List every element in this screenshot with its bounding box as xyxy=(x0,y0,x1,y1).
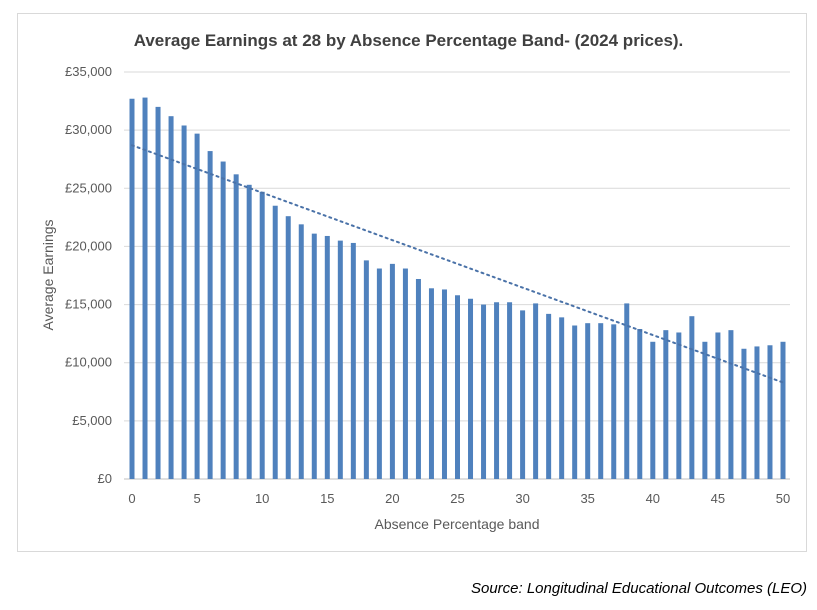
bar xyxy=(585,323,591,479)
y-tick-label: £5,000 xyxy=(72,413,112,428)
bar xyxy=(389,263,395,479)
bar xyxy=(402,268,408,479)
bar xyxy=(754,346,760,479)
bar xyxy=(428,288,434,479)
y-tick-label: £15,000 xyxy=(65,297,112,312)
chart-title: Average Earnings at 28 by Absence Percen… xyxy=(133,31,684,50)
bar xyxy=(129,98,135,479)
y-tick-label: £10,000 xyxy=(65,355,112,370)
bar xyxy=(689,316,695,479)
y-tick-label: £20,000 xyxy=(65,238,112,253)
x-tick-label: 20 xyxy=(385,491,399,506)
bar xyxy=(598,323,604,479)
bar xyxy=(168,116,174,479)
bar xyxy=(194,133,200,480)
bar xyxy=(285,216,291,480)
bar xyxy=(324,235,330,479)
bar xyxy=(611,324,617,479)
bar xyxy=(272,205,278,479)
x-axis-label: Absence Percentage band xyxy=(374,516,539,532)
x-tick-label: 5 xyxy=(193,491,200,506)
source-note: Source: Longitudinal Educational Outcome… xyxy=(470,580,807,597)
y-tick-label: £35,000 xyxy=(65,64,112,79)
x-tick-label: 10 xyxy=(255,491,269,506)
x-tick-label: 40 xyxy=(646,491,660,506)
y-tick-label: £30,000 xyxy=(65,122,112,137)
bar xyxy=(663,330,669,479)
y-tick-label: £0 xyxy=(98,471,112,486)
x-tick-label: 30 xyxy=(515,491,529,506)
bar xyxy=(520,310,526,479)
bar xyxy=(507,302,513,479)
bar xyxy=(181,125,187,480)
bar xyxy=(207,151,213,479)
bar xyxy=(546,313,552,479)
bar xyxy=(728,330,734,479)
x-tick-label: 45 xyxy=(711,491,725,506)
bar xyxy=(350,242,356,479)
bar xyxy=(780,341,786,479)
bar xyxy=(624,303,630,479)
y-axis-label: Average Earnings xyxy=(40,219,56,330)
bar xyxy=(155,106,161,479)
bar xyxy=(676,332,682,479)
bar xyxy=(220,161,226,480)
bar xyxy=(233,174,239,479)
y-tick-label: £25,000 xyxy=(65,180,112,195)
bar xyxy=(455,295,460,479)
bar xyxy=(494,302,500,479)
bar xyxy=(298,224,304,479)
chart-frame xyxy=(17,13,807,552)
bar xyxy=(246,184,252,479)
bar xyxy=(741,348,747,479)
bar xyxy=(481,304,487,479)
bar xyxy=(715,332,721,479)
x-tick-label: 35 xyxy=(580,491,594,506)
x-tick-label: 25 xyxy=(450,491,464,506)
bar xyxy=(142,97,148,479)
x-tick-label: 15 xyxy=(320,491,334,506)
bar xyxy=(415,278,421,479)
bar xyxy=(559,317,565,479)
bar xyxy=(259,191,265,479)
bar xyxy=(650,341,656,479)
bar xyxy=(533,303,539,479)
bar xyxy=(572,325,578,479)
bar xyxy=(468,298,474,479)
bar xyxy=(376,268,382,479)
x-tick-label: 50 xyxy=(776,491,790,506)
bar xyxy=(441,289,447,479)
bar xyxy=(363,260,369,479)
x-tick-label: 0 xyxy=(128,491,135,506)
bar xyxy=(767,345,773,479)
bar xyxy=(337,240,343,479)
trendline xyxy=(131,144,784,384)
bar xyxy=(311,233,317,479)
bar xyxy=(637,328,643,479)
bar xyxy=(702,341,708,479)
